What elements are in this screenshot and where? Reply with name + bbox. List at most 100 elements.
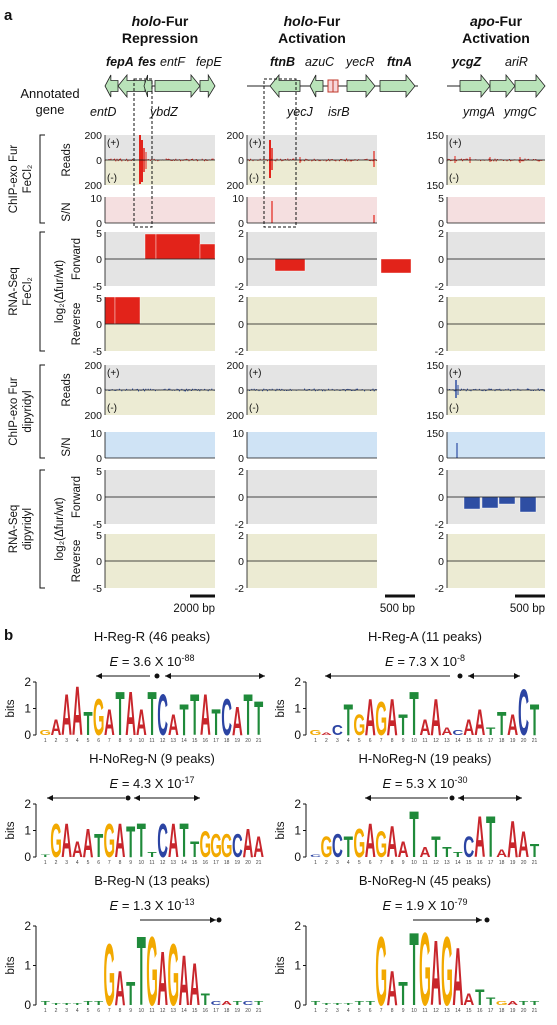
row-group-bracket-4: [39, 469, 45, 589]
column-header-3: apo-Fur: [470, 13, 523, 29]
motif-letter-4-11: A: [419, 844, 430, 861]
plus-strand-label: (+): [249, 138, 262, 149]
motif-position-6-10: 10: [411, 1008, 417, 1014]
rna-tick-top: 2: [238, 228, 244, 240]
plus-strand-label: (+): [249, 368, 262, 379]
motif-evalue-2: E = 7.3 X 10-8: [385, 653, 465, 669]
motif-position-1-15: 15: [192, 738, 198, 744]
motif-letter-2-15: A: [463, 716, 474, 740]
motif-position-2-10: 10: [411, 738, 417, 744]
motif-letter-4-6: A: [365, 814, 376, 868]
motif-evalue-5: E = 1.3 X 10-13: [110, 897, 195, 913]
motif-position-1-2: 2: [55, 738, 58, 744]
motif-letter-4-19: A: [507, 812, 518, 869]
motif-y-tick-3-2: 2: [24, 797, 31, 811]
rna-bar-fecl2-fwd-2-0: [274, 258, 306, 272]
motif-position-1-18: 18: [224, 738, 230, 744]
minus-strand-label: (-): [449, 173, 459, 184]
gene-name-1-top-2: fes: [138, 55, 156, 69]
rna-tick-bottom: -2: [235, 281, 244, 293]
rna-tick-top: 2: [438, 466, 444, 478]
rna-tick-mid: 0: [238, 556, 244, 568]
rna-tick-bottom: -5: [93, 519, 102, 531]
sn-tick-top: 10: [90, 428, 102, 440]
annotated-gene-label-2: gene: [36, 102, 65, 117]
motif-position-5-18: 18: [224, 1008, 230, 1014]
motif-position-2-12: 12: [433, 738, 439, 744]
motif-letter-6-7: G: [375, 916, 387, 1025]
gene-arrow-3-2: [514, 73, 546, 99]
motif-letter-5-16: T: [201, 991, 210, 1009]
motif-letter-5-12: A: [157, 936, 168, 1022]
motif-y-tick-4-1: 1: [294, 824, 301, 838]
motif-letter-4-3: C: [332, 829, 343, 865]
motif-6: B-NoReg-N (45 peaks)E = 1.9 X 10-79210bi…: [275, 873, 539, 1025]
motif-position-6-16: 16: [477, 1008, 483, 1014]
motif-letter-3-16: G: [200, 824, 212, 865]
rna-tick-top: 5: [96, 228, 102, 240]
motif-letter-4-9: A: [398, 838, 409, 862]
motif-letter-2-9: T: [398, 709, 408, 742]
motif-position-4-19: 19: [510, 860, 516, 866]
motif-position-6-20: 20: [521, 1008, 527, 1014]
rna-tick-mid: 0: [238, 254, 244, 266]
motif-position-3-5: 5: [87, 860, 90, 866]
motif-letter-4-21: T: [530, 841, 540, 862]
gene-name-2-bottom-1: yecJ: [286, 105, 313, 119]
motif-letter-6-6: T: [366, 1001, 375, 1007]
motif-letter-2-7: G: [375, 692, 387, 746]
motif-letter-4-15: C: [463, 831, 474, 864]
reverse-axis-label-2: Reverse: [71, 540, 83, 583]
motif-letter-4-12: T: [431, 831, 441, 864]
column-header-2: holo-Fur: [284, 13, 341, 29]
gene-maps: fepA fes entF fepE entD ybdZ ftnB azuC yecR ftnA y…: [90, 55, 546, 119]
gene-name-3-bottom-1: ymgA: [462, 105, 495, 119]
motif-letter-2-2: A: [321, 732, 332, 736]
tracks: (+)(-)2000200100(+)(-)2000200100(+)(-)15…: [84, 78, 545, 595]
motif-letter-5-20: C: [243, 1001, 254, 1007]
reads-tick-bottom: 200: [226, 180, 244, 192]
motif-position-6-13: 13: [444, 1008, 450, 1014]
motif-letter-6-19: A: [507, 1001, 518, 1007]
motif-letter-3-12: C: [157, 814, 168, 868]
motif-letter-6-18: G: [496, 1001, 508, 1007]
motif-arrowhead-end-1: [259, 673, 265, 679]
reads-tick-bottom: 200: [84, 410, 102, 422]
gene-arrow-1-2: [143, 74, 153, 98]
gene-arrow-3-1: [489, 73, 516, 99]
motif-position-6-18: 18: [499, 1008, 505, 1014]
sn-bg: [105, 197, 215, 223]
sn-bg: [447, 197, 545, 223]
motif-position-5-2: 2: [55, 1008, 58, 1014]
gene-arrow-3-0: [459, 73, 491, 99]
motif-center-dot-5: [216, 917, 222, 923]
motif-position-5-4: 4: [76, 1008, 79, 1014]
motif-position-6-9: 9: [402, 1008, 405, 1014]
motif-position-3-4: 4: [76, 860, 79, 866]
motif-letter-3-7: G: [104, 814, 116, 868]
motif-letter-1-12: C: [157, 683, 168, 749]
motif-evalue-4: E = 5.3 X 10-30: [383, 775, 468, 791]
gene-name-1-top-3: entF: [160, 55, 186, 69]
motif-y-tick-4-0: 0: [294, 850, 301, 864]
motif-title-5: B-Reg-N (13 peaks): [94, 873, 210, 888]
motif-position-3-11: 11: [149, 860, 154, 866]
motif-letter-3-6: T: [94, 829, 103, 865]
gene-arrow-1-0: [104, 74, 119, 98]
motif-position-1-5: 5: [87, 738, 90, 744]
motif-position-5-7: 7: [108, 1008, 111, 1014]
sn-tick-bottom: 0: [438, 218, 444, 230]
minus-strand-label: (-): [249, 403, 259, 414]
row-group-label-4-line1: RNA-Seq: [8, 505, 20, 554]
motif-5: B-Reg-N (13 peaks)E = 1.3 X 10-13210bits…: [5, 873, 263, 1025]
row-group-bracket-3: [39, 364, 45, 459]
rna-tick-mid: 0: [438, 319, 444, 331]
motif-position-6-6: 6: [369, 1008, 372, 1014]
motif-position-5-16: 16: [203, 1008, 209, 1014]
motif-position-6-1: 1: [314, 1008, 317, 1014]
motif-letter-1-16: A: [200, 683, 211, 749]
motif-title-2: H-Reg-A (11 peaks): [368, 629, 482, 644]
motif-position-1-14: 14: [181, 738, 187, 744]
rna-tick-mid: 0: [238, 319, 244, 331]
